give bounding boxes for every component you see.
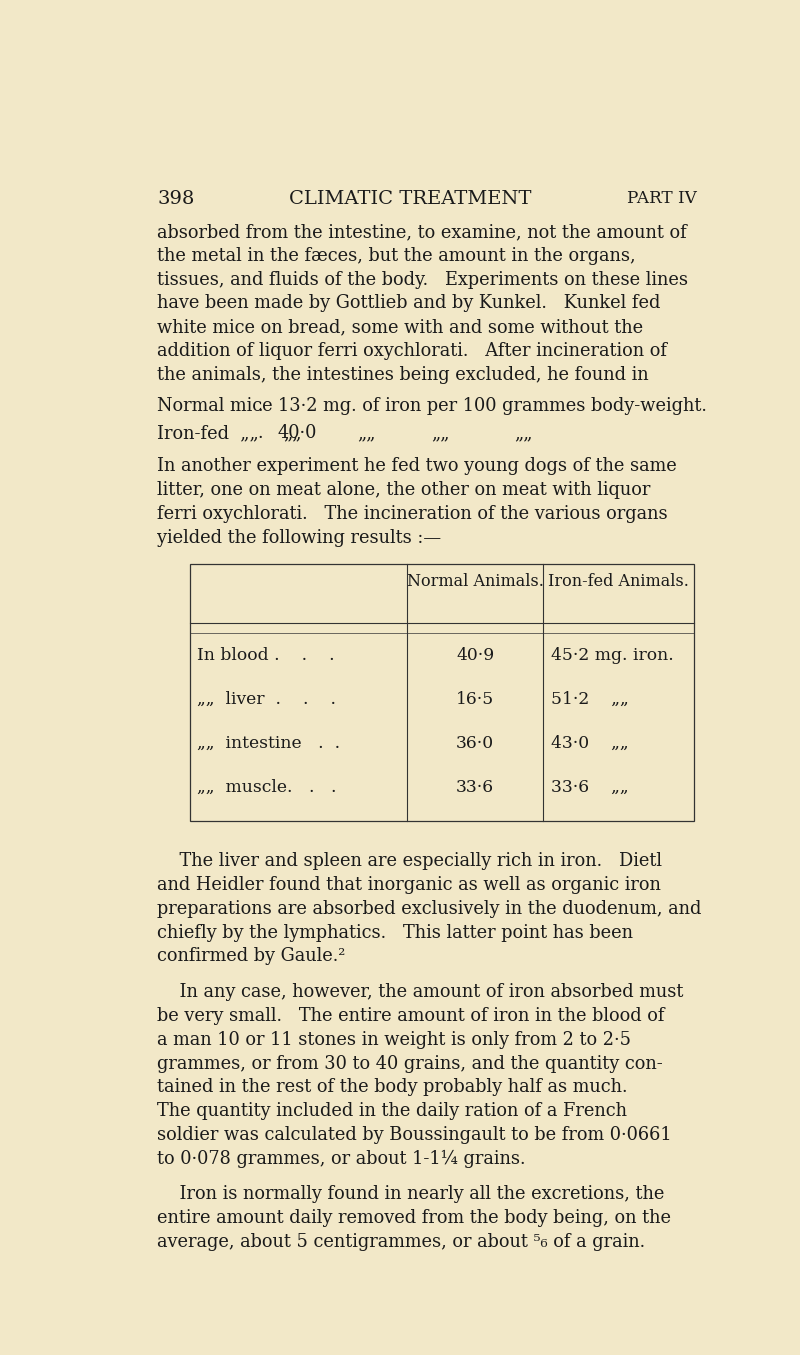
Text: 36·0: 36·0 (456, 734, 494, 752)
Text: PART IV: PART IV (626, 190, 697, 207)
Text: ferri oxychlorati.   The incineration of the various organs: ferri oxychlorati. The incineration of t… (157, 505, 668, 523)
Text: preparations are absorbed exclusively in the duodenum, and: preparations are absorbed exclusively in… (157, 900, 702, 917)
Text: 33·6: 33·6 (456, 779, 494, 795)
Text: the metal in the fæces, but the amount in the organs,: the metal in the fæces, but the amount i… (157, 247, 636, 266)
Text: Normal Animals.: Normal Animals. (406, 573, 543, 589)
Text: white mice on bread, some with and some without the: white mice on bread, some with and some … (157, 318, 643, 336)
Text: 51·2    „„: 51·2 „„ (550, 691, 629, 707)
Text: Iron-fed  „„: Iron-fed „„ (157, 424, 258, 442)
Text: 13·2 mg. of iron per 100 grammes body-weight.: 13·2 mg. of iron per 100 grammes body-we… (278, 397, 707, 415)
Text: addition of liquor ferri oxychlorati.   After incineration of: addition of liquor ferri oxychlorati. Af… (157, 341, 667, 360)
Text: In blood .    .    .: In blood . . . (198, 646, 335, 664)
Text: „„  liver  .    .    .: „„ liver . . . (198, 691, 336, 707)
Text: CLIMATIC TREATMENT: CLIMATIC TREATMENT (289, 190, 531, 207)
Text: be very small.   The entire amount of iron in the blood of: be very small. The entire amount of iron… (157, 1007, 665, 1024)
Text: 33·6    „„: 33·6 „„ (550, 779, 628, 795)
Text: yielded the following results :—: yielded the following results :— (157, 528, 441, 547)
Text: litter, one on meat alone, the other on meat with liquor: litter, one on meat alone, the other on … (157, 481, 650, 499)
Text: „„  muscle.   .   .: „„ muscle. . . (198, 779, 337, 795)
Text: Iron is normally found in nearly all the excretions, the: Iron is normally found in nearly all the… (157, 1186, 665, 1203)
Text: The quantity included in the daily ration of a French: The quantity included in the daily ratio… (157, 1102, 627, 1121)
Text: 43·0    „„: 43·0 „„ (550, 734, 628, 752)
Text: a man 10 or 11 stones in weight is only from 2 to 2·5: a man 10 or 11 stones in weight is only … (157, 1031, 631, 1049)
Text: average, about 5 centigrammes, or about ⁵₆ of a grain.: average, about 5 centigrammes, or about … (157, 1233, 645, 1251)
Text: „„: „„ (283, 424, 302, 442)
Text: .: . (258, 397, 263, 415)
Text: absorbed from the intestine, to examine, not the amount of: absorbed from the intestine, to examine,… (157, 224, 686, 241)
Bar (190, 565, 694, 821)
Text: In any case, however, the amount of iron absorbed must: In any case, however, the amount of iron… (157, 984, 683, 1001)
Text: 45·2 mg. iron.: 45·2 mg. iron. (550, 646, 674, 664)
Text: Normal mice: Normal mice (157, 397, 273, 415)
Text: soldier was calculated by Boussingault to be from 0·0661: soldier was calculated by Boussingault t… (157, 1126, 672, 1144)
Text: tissues, and fluids of the body.   Experiments on these lines: tissues, and fluids of the body. Experim… (157, 271, 688, 289)
Text: The liver and spleen are especially rich in iron.   Dietl: The liver and spleen are especially rich… (157, 852, 662, 870)
Text: .: . (258, 424, 263, 442)
Text: 40·9: 40·9 (456, 646, 494, 664)
Text: „„: „„ (358, 424, 376, 442)
Text: to 0·078 grammes, or about 1-1¼ grains.: to 0·078 grammes, or about 1-1¼ grains. (157, 1149, 526, 1168)
Text: 16·5: 16·5 (456, 691, 494, 707)
Text: „„  intestine   .  .: „„ intestine . . (198, 734, 341, 752)
Text: 40·0: 40·0 (278, 424, 318, 442)
Text: „„: „„ (432, 424, 450, 442)
Text: confirmed by Gaule.²: confirmed by Gaule.² (157, 947, 346, 966)
Text: In another experiment he fed two young dogs of the same: In another experiment he fed two young d… (157, 458, 677, 476)
Text: Iron-fed Animals.: Iron-fed Animals. (548, 573, 689, 589)
Text: entire amount daily removed from the body being, on the: entire amount daily removed from the bod… (157, 1209, 671, 1228)
Text: the animals, the intestines being excluded, he found in: the animals, the intestines being exclud… (157, 366, 649, 383)
Text: and Heidler found that inorganic as well as organic iron: and Heidler found that inorganic as well… (157, 877, 661, 894)
Text: 398: 398 (157, 190, 194, 207)
Text: chiefly by the lymphatics.   This latter point has been: chiefly by the lymphatics. This latter p… (157, 924, 633, 942)
Text: have been made by Gottlieb and by Kunkel.   Kunkel fed: have been made by Gottlieb and by Kunkel… (157, 294, 661, 313)
Text: grammes, or from 30 to 40 grains, and the quantity con-: grammes, or from 30 to 40 grains, and th… (157, 1054, 662, 1073)
Text: „„: „„ (514, 424, 533, 442)
Text: tained in the rest of the body probably half as much.: tained in the rest of the body probably … (157, 1079, 627, 1096)
